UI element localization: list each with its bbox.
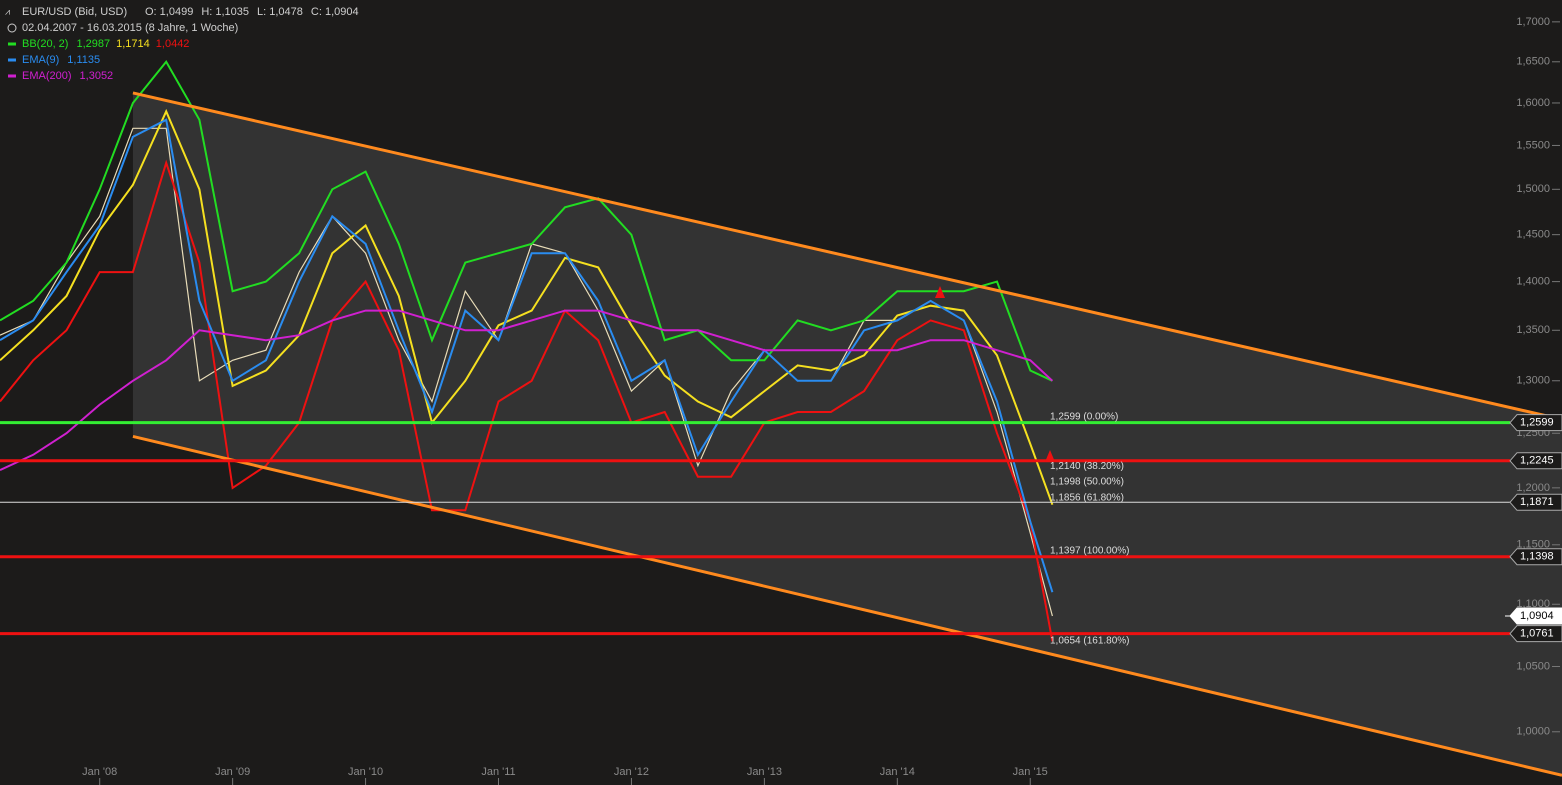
- y-tick-label: 1,4000: [1516, 276, 1550, 288]
- chart-title: EUR/USD (Bid, USD): [22, 6, 127, 18]
- price-tag-label: 1,1398: [1520, 551, 1554, 563]
- x-tick-label: Jan '12: [614, 766, 649, 778]
- x-tick-label: Jan '09: [215, 766, 250, 778]
- x-tick-label: Jan '11: [481, 766, 515, 778]
- x-tick-label: Jan '08: [82, 766, 117, 778]
- chart-subtitle: 02.04.2007 - 16.03.2015 (8 Jahre, 1 Woch…: [22, 22, 238, 34]
- y-tick-label: 1,6000: [1516, 97, 1550, 109]
- series-line: [0, 108, 1054, 506]
- fib-label: 1,1397 (100.00%): [1050, 545, 1130, 556]
- price-tag: [1509, 452, 1562, 470]
- price-tag: [1509, 607, 1562, 625]
- price-tag-label: 1,1871: [1520, 496, 1554, 508]
- price-tag: [1509, 625, 1562, 643]
- chart-icon: ⩘: [5, 6, 10, 16]
- legend-value: 1,1135: [67, 54, 100, 66]
- price-tag: [1509, 414, 1562, 432]
- fib-label: 1,2599 (0.00%): [1050, 411, 1118, 422]
- ohlc-label: H: 1,1035: [201, 6, 249, 18]
- y-tick-label: 1,4500: [1516, 229, 1550, 241]
- y-tick-label: 1,1000: [1516, 598, 1550, 610]
- plot-area: 1,00001,05001,10001,15001,20001,25001,30…: [0, 16, 1562, 785]
- arrow-marker: [1045, 450, 1055, 462]
- ohlc-label: C: 1,0904: [311, 6, 359, 18]
- y-tick-label: 1,1500: [1516, 539, 1550, 551]
- y-tick-label: 1,5000: [1516, 183, 1550, 195]
- y-tick-label: 1,6500: [1516, 56, 1550, 68]
- fib-label: 1,0654 (161.80%): [1050, 636, 1130, 647]
- ohlc-label: O: 1,0499: [145, 6, 193, 18]
- fib-label: 1,1856 (61.80%): [1050, 493, 1124, 504]
- price-tag: [1509, 493, 1562, 511]
- channel-line: [132, 434, 1562, 777]
- y-tick-label: 1,3000: [1516, 375, 1550, 387]
- series-line: [0, 309, 1054, 472]
- x-tick-label: Jan '13: [747, 766, 782, 778]
- price-tag-label: 1,2599: [1520, 417, 1554, 429]
- clock-icon: [7, 23, 17, 33]
- fib-label: 1,2140 (38.20%): [1050, 461, 1124, 472]
- y-tick-label: 1,0000: [1516, 726, 1550, 738]
- price-tag: [1509, 548, 1562, 566]
- y-tick-label: 1,7000: [1516, 16, 1550, 28]
- arrow-marker: [935, 286, 945, 298]
- channel-line: [132, 91, 1562, 421]
- series-line: [0, 159, 1054, 642]
- x-tick-label: Jan '15: [1013, 766, 1048, 778]
- y-tick-label: 1,5500: [1516, 139, 1550, 151]
- price-tag-label: 1,2245: [1520, 455, 1554, 467]
- series-line: [0, 118, 1054, 593]
- x-tick-label: Jan '14: [880, 766, 915, 778]
- legend-name: EMA(200): [22, 70, 72, 82]
- legend-name: BB(20, 2): [22, 38, 68, 50]
- fib-label: 1,1998 (50.00%): [1050, 477, 1124, 488]
- legend-value: 1,2987: [76, 38, 110, 50]
- legend-name: EMA(9): [22, 54, 59, 66]
- channel-fill: [132, 92, 1562, 776]
- ohlc-label: L: 1,0478: [257, 6, 303, 18]
- legend-value: 1,0442: [156, 38, 190, 50]
- y-tick-label: 1,3500: [1516, 324, 1550, 336]
- legend-value: 1,3052: [80, 70, 114, 82]
- legend: ⩘ EUR/USD (Bid, USD) 02.04.2007 - 16.03.…: [5, 6, 359, 82]
- price-tag-label: 1,0904: [1520, 610, 1554, 622]
- legend-value: 1,1714: [116, 38, 150, 50]
- y-tick-label: 1,2000: [1516, 482, 1550, 494]
- x-tick-label: Jan '10: [348, 766, 383, 778]
- series-line: [0, 60, 1053, 382]
- price-tag-label: 1,0761: [1520, 628, 1554, 640]
- y-tick-label: 1,0500: [1516, 660, 1550, 672]
